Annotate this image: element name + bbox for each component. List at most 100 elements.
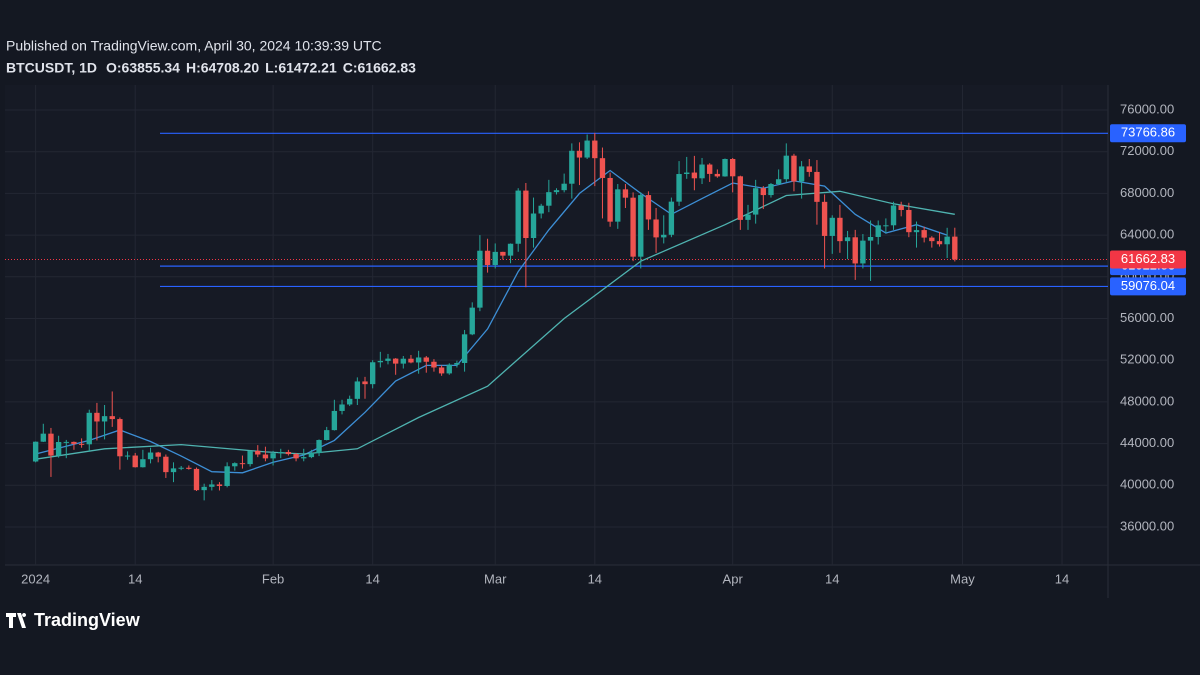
candle-body — [331, 410, 338, 431]
ohlc-label: O:63855.34 — [106, 60, 180, 76]
candle-body — [615, 189, 621, 222]
candle-body — [883, 225, 889, 227]
candle-body — [94, 412, 100, 422]
candle-body — [630, 197, 636, 257]
candle-body — [86, 412, 92, 445]
logo: TradingView — [6, 610, 141, 630]
candle-body — [576, 150, 583, 158]
candle-body — [431, 361, 437, 368]
price-tag-label: 73766.86 — [1121, 125, 1175, 140]
candle-body — [936, 241, 943, 245]
candle-body — [415, 357, 422, 363]
price-tag — [1110, 124, 1186, 143]
candle-body — [270, 453, 276, 459]
candle-body — [140, 459, 146, 468]
price-tag — [1110, 277, 1186, 296]
y-tick-label: 56000.00 — [1120, 310, 1174, 325]
candle-body — [147, 452, 154, 460]
candle-body — [78, 443, 85, 445]
x-tick-label: Feb — [262, 571, 284, 586]
moving-average — [35, 190, 955, 460]
candle-body — [829, 217, 835, 236]
candle-body — [691, 172, 698, 179]
candle-body — [707, 164, 713, 174]
chart-title: Published on TradingView.com, April 30, … — [6, 38, 382, 54]
ohlc-label: L:61472.21 — [265, 60, 337, 76]
candle-body — [339, 404, 345, 411]
candle-body — [71, 441, 77, 444]
candle-body — [469, 307, 475, 335]
x-tick-label: 14 — [588, 571, 602, 586]
x-tick-label: 14 — [365, 571, 379, 586]
candle-body — [132, 455, 138, 468]
x-tick-label: 14 — [825, 571, 839, 586]
candle-body — [668, 201, 675, 235]
candle-body — [239, 463, 246, 465]
candle-body — [400, 358, 406, 364]
candle-body — [791, 155, 797, 182]
y-tick-label: 52000.00 — [1120, 352, 1174, 367]
moving-average — [35, 169, 948, 474]
candle-body — [775, 179, 782, 185]
candle-body — [178, 467, 184, 469]
candle-body — [209, 484, 215, 487]
candle-body — [170, 468, 177, 473]
candle-body — [63, 441, 69, 443]
candle-body — [546, 192, 552, 206]
candle-body — [193, 468, 200, 491]
candle-body — [745, 214, 751, 220]
candle-body — [285, 452, 292, 455]
y-tick-label: 68000.00 — [1120, 185, 1174, 200]
x-tick-label: 2024 — [21, 571, 50, 586]
candle-body — [798, 166, 805, 182]
candle-body — [768, 184, 774, 196]
candle-body — [752, 188, 759, 215]
candle-body — [729, 159, 736, 177]
x-tick-label: 14 — [1055, 571, 1069, 586]
candle-body — [186, 467, 192, 469]
candle-body — [507, 243, 514, 256]
candle-body — [40, 433, 46, 442]
price-tag — [1110, 250, 1186, 269]
candle-body — [898, 205, 904, 210]
candle-body — [216, 484, 223, 486]
candle-body — [622, 189, 629, 198]
candle-body — [806, 166, 812, 172]
candle-body — [821, 201, 828, 236]
candle-body — [377, 360, 384, 363]
candle-body — [32, 441, 39, 462]
candle-body — [944, 236, 950, 245]
price-tag-label: 61662.83 — [1121, 251, 1175, 266]
y-tick-label: 76000.00 — [1120, 101, 1174, 116]
x-tick-label: Mar — [484, 571, 507, 586]
candle-body — [232, 463, 238, 467]
y-tick-label: 72000.00 — [1120, 143, 1174, 158]
candle-body — [653, 219, 659, 238]
candle-body — [155, 452, 161, 457]
candle-body — [844, 237, 851, 242]
candle-body — [867, 236, 874, 241]
candle-body — [446, 364, 452, 374]
candle-body — [921, 230, 927, 238]
candle-body — [684, 172, 690, 175]
price-tag-label: 59076.04 — [1121, 278, 1175, 293]
candle-body — [599, 158, 606, 178]
x-tick-label: May — [950, 571, 975, 586]
logo-icon — [6, 613, 27, 628]
ohlc-label: C:61662.83 — [343, 60, 416, 76]
candle-body — [553, 190, 560, 193]
y-tick-label: 48000.00 — [1120, 393, 1174, 408]
candle-body — [262, 454, 269, 459]
candle-body — [124, 455, 131, 457]
candle-body — [484, 250, 491, 266]
candle-body — [538, 205, 544, 214]
candle-body — [645, 195, 652, 220]
candle-body — [308, 453, 315, 458]
candle-body — [392, 358, 399, 364]
candle-body — [952, 236, 958, 260]
candle-body — [875, 225, 881, 237]
candle-body — [255, 450, 261, 455]
candle-body — [247, 450, 253, 465]
candle-body — [408, 358, 414, 363]
